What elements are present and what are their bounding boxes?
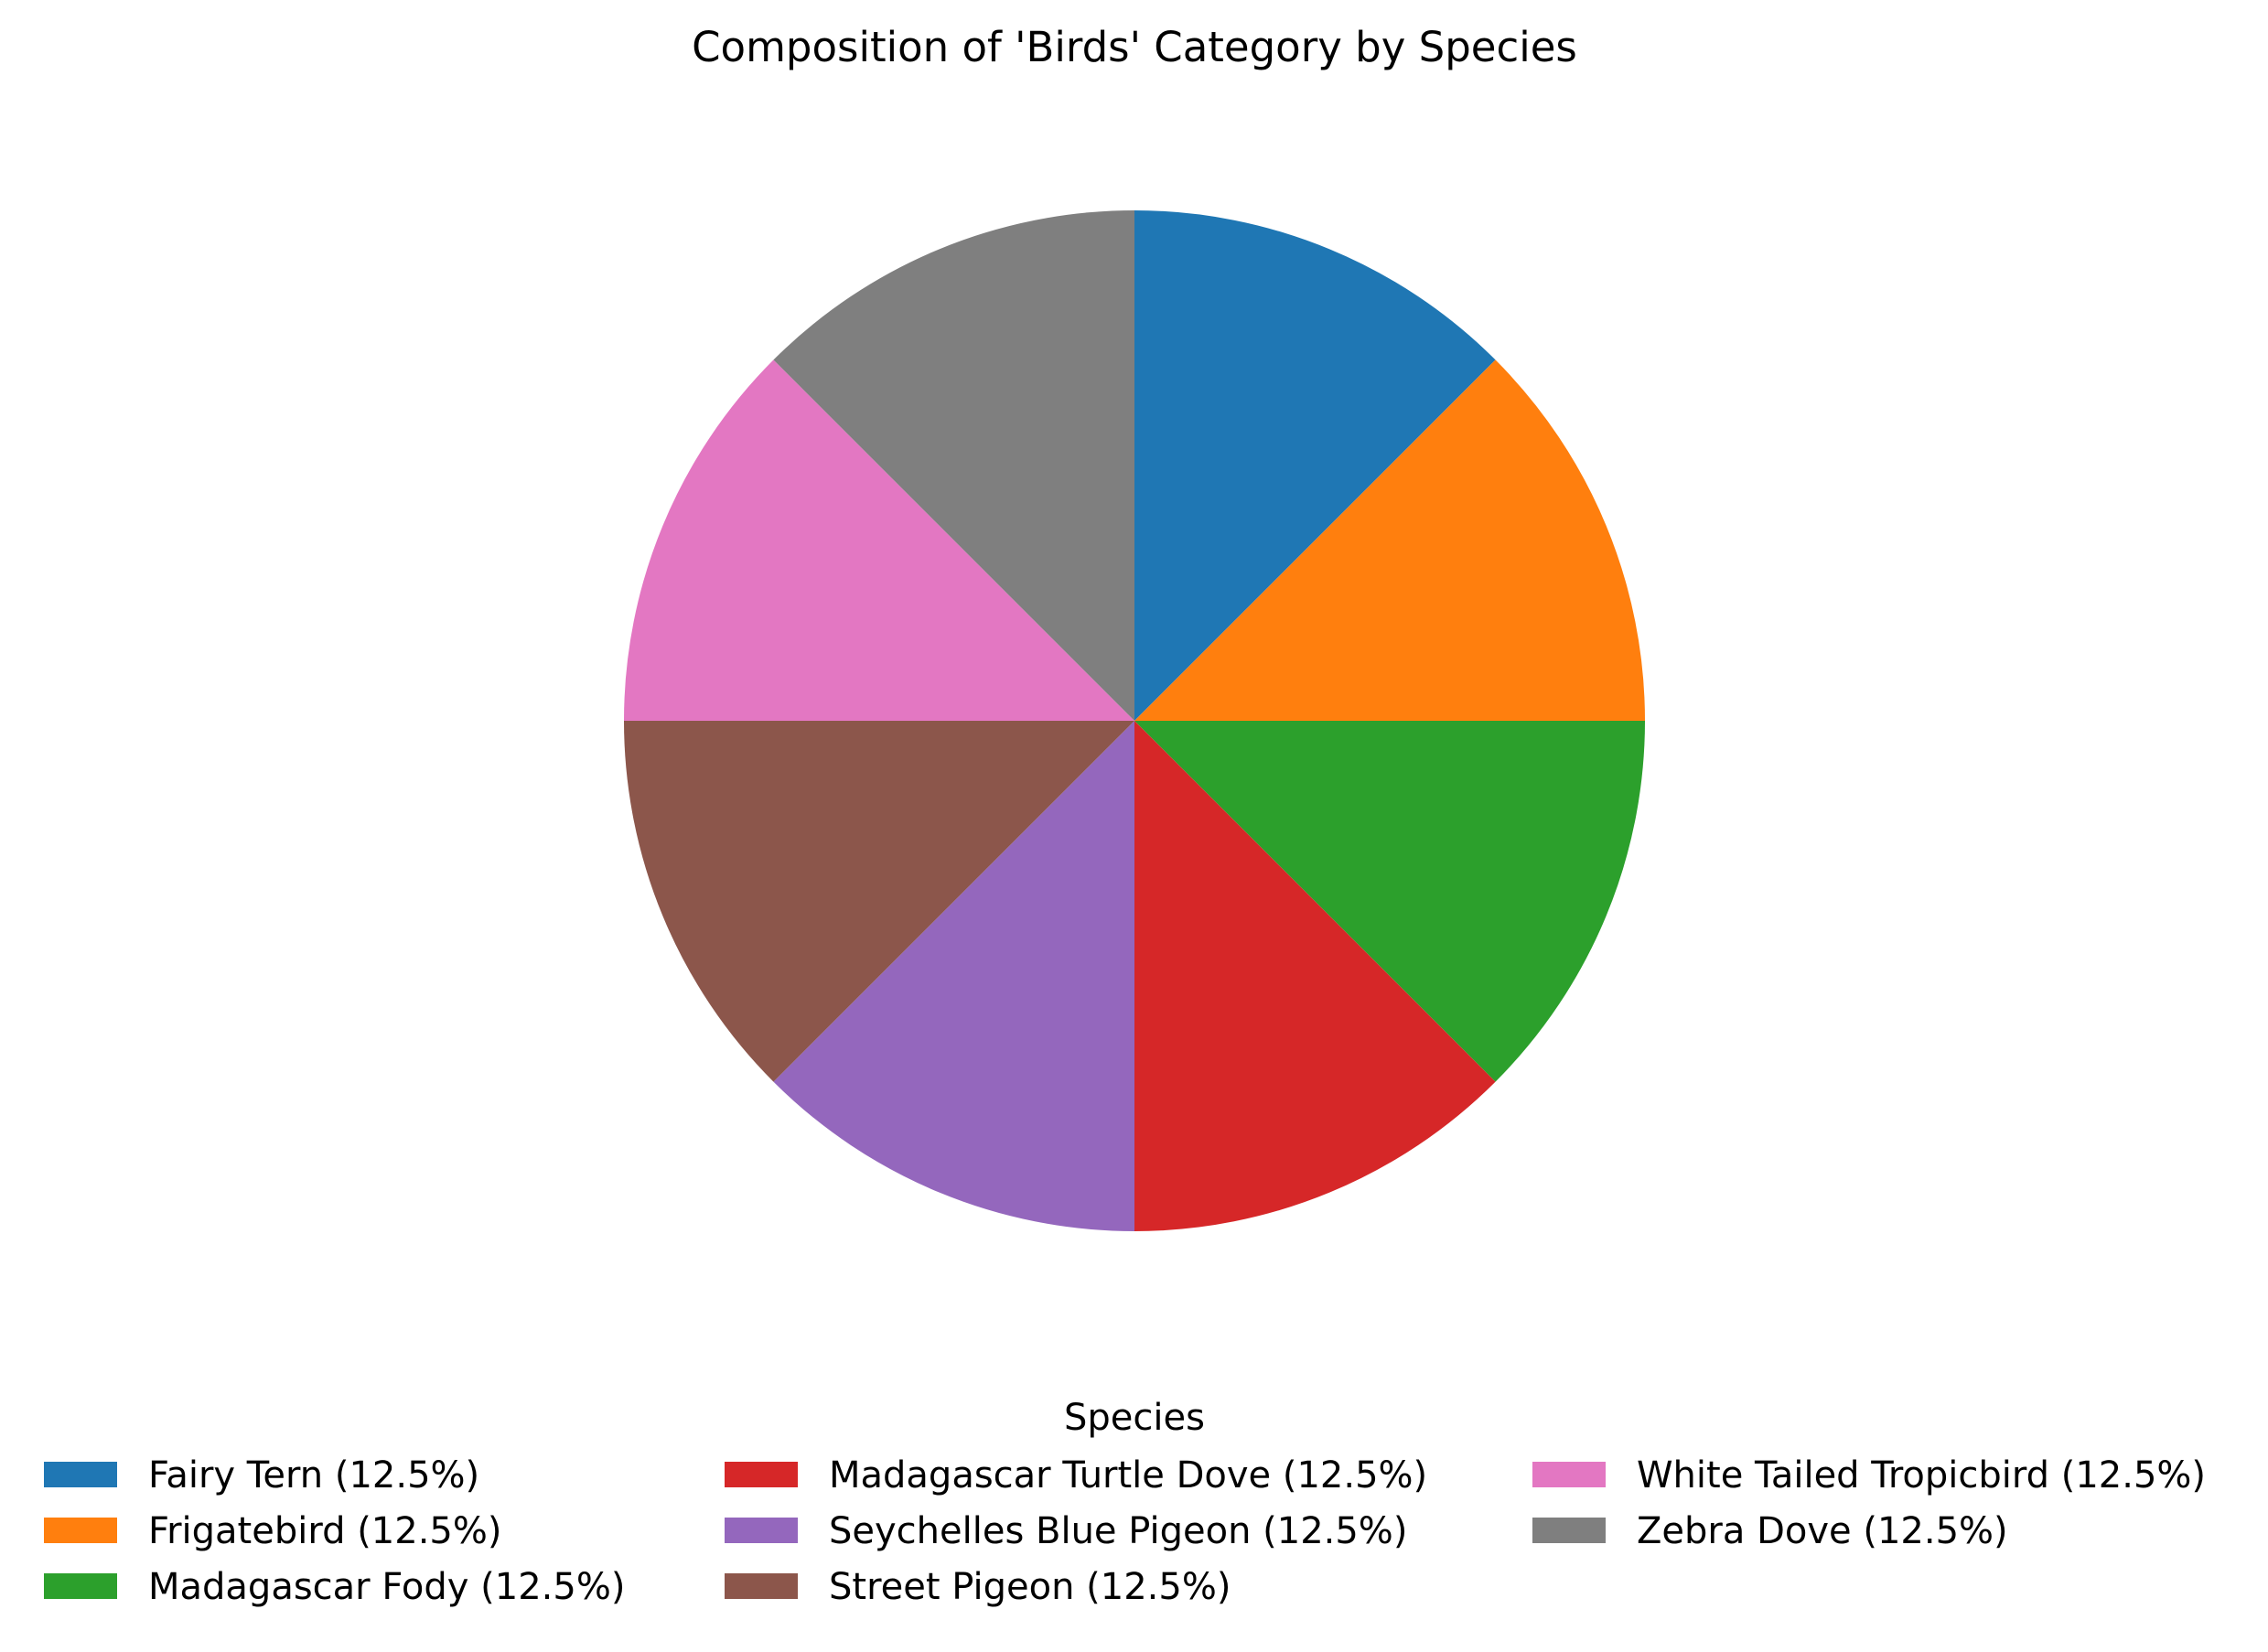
legend-swatch-zebra-dove [1532, 1518, 1606, 1543]
legend-title: Species [1064, 1397, 1205, 1439]
chart-title: Composition of 'Birds' Category by Speci… [692, 23, 1577, 71]
pie-slices [623, 210, 1646, 1231]
legend-label-fairy-tern: Fairy Tern (12.5%) [148, 1454, 479, 1496]
pie-slice-zebra-dove [773, 210, 1134, 721]
pie-slice-fairy-tern [1134, 210, 1496, 721]
pie-slice-madagascar-turtle-dove [1134, 721, 1496, 1231]
legend-swatch-frigatebird [44, 1518, 117, 1543]
legend-items: Fairy Tern (12.5%) Frigatebird (12.5%) Mad… [44, 1454, 2206, 1608]
pie-slice-frigatebird [1134, 359, 1646, 721]
pie-slice-white-tailed-tropicbird [624, 359, 1134, 721]
legend-swatch-street-pigeon [725, 1573, 798, 1599]
legend-label-zebra-dove: Zebra Dove (12.5%) [1637, 1510, 2008, 1552]
legend-swatch-seychelles-blue-pigeon [725, 1518, 798, 1543]
legend-label-frigatebird: Frigatebird (12.5%) [148, 1510, 501, 1552]
legend-swatch-madagascar-fody [44, 1573, 117, 1599]
legend-swatch-white-tailed-tropicbird [1532, 1462, 1606, 1487]
legend-label-seychelles-blue-pigeon: Seychelles Blue Pigeon (12.5%) [829, 1510, 1407, 1552]
pie-slice-seychelles-blue-pigeon [773, 721, 1134, 1231]
legend: Species Fairy Tern (12.5%) Frigatebird (1… [44, 1397, 2206, 1608]
pie-slice-street-pigeon [623, 721, 1134, 1082]
legend-label-madagascar-fody: Madagascar Fody (12.5%) [148, 1566, 625, 1608]
legend-label-madagascar-turtle-dove: Madagascar Turtle Dove (12.5%) [829, 1454, 1427, 1496]
legend-swatch-fairy-tern [44, 1462, 117, 1487]
pie-slice-madagascar-fody [1134, 721, 1646, 1082]
legend-label-street-pigeon: Street Pigeon (12.5%) [829, 1566, 1231, 1608]
legend-label-white-tailed-tropicbird: White Tailed Tropicbird (12.5%) [1637, 1454, 2206, 1496]
legend-swatch-madagascar-turtle-dove [725, 1462, 798, 1487]
